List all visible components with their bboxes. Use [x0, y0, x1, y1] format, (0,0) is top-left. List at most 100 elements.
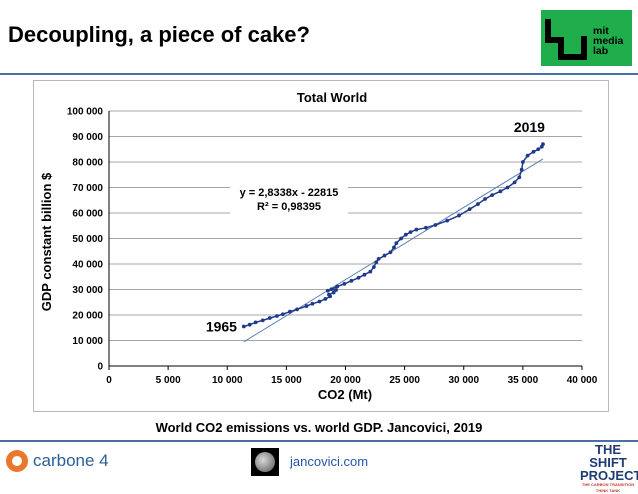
data-point: [356, 275, 361, 280]
data-point: [253, 320, 258, 325]
data-point: [288, 309, 292, 314]
data-point: [531, 149, 536, 154]
x-tick-label: 15 000: [271, 375, 302, 386]
chart-title: Total World: [297, 90, 367, 105]
mit-logo-line-2: media: [593, 35, 624, 47]
data-point: [541, 142, 545, 147]
x-tick-label: 20 000: [330, 375, 361, 386]
title-divider: [0, 73, 638, 75]
data-point: [349, 278, 354, 283]
data-point: [323, 297, 328, 301]
y-tick-label: 90 000: [72, 132, 103, 143]
data-point: [445, 218, 450, 223]
x-tick-label: 30 000: [448, 375, 479, 386]
shift-project-logo: THE SHIFT PROJECT THE CARBON TRANSITION …: [580, 442, 638, 494]
mit-logo-mark: [545, 19, 587, 60]
trend-equation: y = 2,8338x - 22815: [240, 187, 339, 199]
data-point: [457, 213, 461, 218]
equation-box: [230, 182, 348, 214]
data-point: [403, 232, 408, 237]
moon-icon: [251, 448, 279, 476]
series-line: [243, 143, 544, 328]
data-point: [433, 223, 438, 227]
data-point: [329, 287, 334, 292]
annotation-end-year: 2019: [514, 119, 545, 135]
y-tick-label: 10 000: [72, 336, 103, 347]
data-point: [280, 312, 285, 317]
data-point: [342, 281, 347, 286]
data-point: [376, 257, 381, 261]
data-point: [325, 288, 330, 293]
figure-caption: World CO2 emissions vs. world GDP. Janco…: [155, 420, 483, 435]
data-point: [304, 304, 309, 308]
x-tick-label: 0: [106, 375, 112, 386]
data-point: [260, 318, 265, 323]
data-point: [388, 250, 393, 255]
y-tick-label: 0: [97, 362, 103, 373]
data-point: [327, 292, 331, 297]
y-tick-label: 60 000: [72, 209, 103, 220]
moon-disc-icon: [255, 452, 275, 472]
data-point: [536, 147, 541, 152]
mit-logo-line-1: mit: [593, 25, 609, 37]
data-point: [399, 236, 403, 241]
data-point: [310, 301, 315, 306]
x-tick-labels: 0 5 000 10 000 15 000 20 000 25 000 30 000 35 0…: [106, 375, 598, 386]
chart-frame: Total World 0 5 000 10 000 15 000 20 000 25 0…: [33, 80, 609, 412]
data-point: [368, 269, 373, 274]
data-points: [241, 142, 545, 329]
slide-title: Decoupling, a piece of cake?: [8, 22, 310, 47]
data-point: [408, 230, 413, 235]
data-point: [241, 324, 246, 329]
x-axis-label: CO2 (Mt): [318, 387, 372, 402]
data-point: [490, 193, 495, 198]
y-tick-label: 100 000: [67, 107, 104, 118]
data-point: [362, 272, 367, 277]
mit-media-lab-logo: mit media lab: [541, 10, 632, 66]
data-point: [394, 241, 399, 245]
x-tick-label: 40 000: [567, 375, 598, 386]
footer-divider: [0, 440, 638, 442]
carbone4-logo: carbone 4: [6, 450, 109, 472]
carbone4-text: carbone 4: [33, 451, 109, 470]
data-point: [371, 265, 376, 269]
data-point: [295, 307, 299, 312]
data-point: [247, 322, 252, 327]
x-tick-label: 10 000: [212, 375, 243, 386]
footer-link[interactable]: jancovici.com: [290, 454, 369, 469]
data-point: [374, 260, 379, 265]
y-tick-label: 70 000: [72, 183, 103, 194]
x-tick-label: 25 000: [389, 375, 420, 386]
data-point: [525, 153, 530, 158]
data-point: [317, 299, 322, 304]
data-point: [483, 197, 487, 201]
data-point: [335, 284, 340, 289]
y-tick-label: 40 000: [72, 260, 103, 271]
y-tick-label: 20 000: [72, 311, 103, 322]
shift-logo-tagline: THE CARBON TRANSITION THINK TANK: [581, 482, 635, 493]
mit-logo-line-3: lab: [593, 45, 609, 57]
x-tick-label: 5 000: [156, 375, 181, 386]
data-point: [267, 316, 272, 320]
carbone4-icon: [6, 450, 28, 472]
data-point: [414, 227, 419, 232]
x-tick-label: 35 000: [508, 375, 539, 386]
shift-logo-line-1: THE SHIFT: [589, 442, 627, 470]
data-point: [334, 288, 338, 292]
data-point: [512, 180, 517, 185]
axes: [108, 111, 583, 370]
annotation-start-year: 1965: [206, 318, 237, 334]
trendline: [243, 158, 544, 343]
data-point: [382, 253, 387, 258]
data-point: [519, 167, 524, 172]
data-point: [424, 225, 428, 230]
data-point: [467, 207, 472, 212]
trend-r2: R² = 0,98395: [257, 201, 321, 213]
y-tick-labels: 0 10 000 20 000 30 000 40 000 50 000 60 000 70 …: [67, 107, 104, 373]
y-tick-label: 80 000: [72, 158, 103, 169]
data-point: [275, 314, 279, 318]
data-point: [505, 185, 510, 190]
y-axis-label: GDP constant billion $: [39, 172, 54, 311]
data-point: [392, 245, 396, 250]
shift-logo-line-2: PROJECT: [580, 468, 638, 483]
